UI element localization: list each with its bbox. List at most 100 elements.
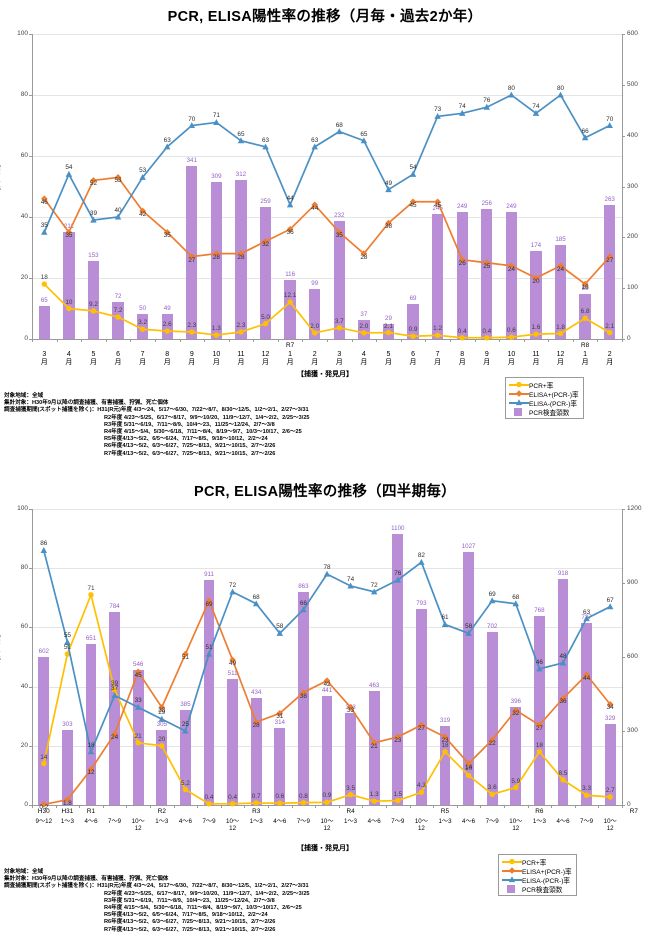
footnote-line: R4年度 4/15～5/4、5/30～6/18、7/11～8/4、8/19～9/… (104, 905, 302, 911)
legend-item[interactable]: ELISA-(PCR-)率 (502, 875, 572, 885)
x-era-label: R7 (286, 342, 295, 349)
y-tickmark-right (622, 509, 625, 510)
y-tickmark-left (29, 217, 32, 218)
bar (132, 670, 144, 805)
gridline (32, 278, 622, 279)
x-tick-label: 10 月 (507, 351, 516, 366)
bar-value-label: 396 (510, 698, 521, 706)
bar (87, 261, 100, 339)
gridline (32, 156, 622, 157)
x-tick-label: 10～ 12 (320, 818, 334, 832)
gridline (32, 34, 622, 35)
point-value-label: 63 (311, 136, 319, 144)
x-tickmark (362, 805, 364, 808)
legend-item[interactable]: PCR+率 (502, 857, 572, 867)
point-value-label: 28 (252, 722, 260, 730)
point-value-label: 5.2 (180, 779, 190, 787)
circle-marker-icon (509, 858, 515, 865)
y-tick-left: 0 (24, 801, 28, 808)
legend-marker (509, 407, 529, 416)
bar-value-label: 918 (557, 569, 569, 577)
point-value-label: 10 (65, 298, 73, 306)
legend-item-label: PCR検査頭数 (529, 409, 570, 417)
bar (604, 723, 616, 805)
bar (530, 250, 542, 339)
x-tick-label: 1～3 (249, 818, 263, 825)
point-value-label: 38 (384, 223, 392, 231)
point-value-label: 58 (465, 623, 473, 631)
bar-value-label: 256 (481, 199, 492, 207)
point-value-label: 46 (535, 658, 543, 666)
legend-item[interactable]: PCR+率 (509, 380, 579, 390)
line-series-layer (40, 547, 614, 808)
x-era-label: R7 (629, 808, 638, 815)
x-tick-label: 10～ 12 (414, 818, 428, 832)
legend-item-label: PCR+率 (522, 859, 547, 867)
chart2-legend: PCR+率 ELISA+(PCR-)率 ELISA-(PCR-)率 PCR検査頭数 (498, 854, 577, 896)
bar (481, 208, 493, 339)
legend-item[interactable]: PCR検査頭数 (509, 407, 579, 417)
point-value-label: 26 (458, 259, 466, 267)
point-value-label: 31 (276, 713, 284, 721)
y-tick-left: 40 (20, 682, 28, 690)
x-tick-label: 10～ 12 (226, 818, 240, 832)
gridline (32, 627, 622, 629)
point-value-label: 12.1 (283, 292, 297, 300)
x-axis-title: 【捕獲・発見月】 (297, 371, 353, 378)
point-value-label: 4.3 (416, 782, 426, 790)
legend-item[interactable]: ELISA+(PCR-)率 (509, 389, 579, 399)
bar (136, 313, 149, 339)
bar-value-label: 211 (63, 222, 74, 230)
point-value-label: 36 (286, 229, 294, 237)
chart2-title: PCR, ELISA陽性率の推移（四半期毎） (194, 484, 456, 500)
bar (274, 727, 286, 805)
x-tickmark (253, 339, 255, 342)
x-tickmark (548, 339, 550, 342)
footnote-line: R3年度 5/31～6/19、7/11～8/9、10/4～23、11/25～12… (104, 897, 275, 904)
x-axis-title: 【捕獲・発見月】 (297, 845, 353, 852)
bar-value-label: 303 (62, 721, 73, 729)
monthly-chart-block: PCR, ELISA陽性率の推移（月毎・過去2か年） 0 20 40 60 80 100 0… (0, 0, 650, 475)
legend-item[interactable]: PCR検査頭数 (502, 884, 572, 894)
bar (456, 212, 468, 339)
y-tickmark-left (29, 34, 32, 35)
point-value-label: 63 (261, 136, 270, 144)
bar (510, 707, 522, 805)
point-value-label: 2.7 (605, 787, 615, 794)
x-tickmark (204, 339, 206, 342)
x-tick-label: 1～3 (344, 818, 358, 825)
point-value-label: 2.3 (236, 321, 246, 329)
x-tick-label: 11 月 (532, 351, 540, 366)
bar-value-label: 602 (38, 647, 49, 655)
line-series-layer (40, 91, 614, 341)
chart1-title: PCR, ELISA陽性率の推移（月毎・過去2か年） (167, 9, 483, 25)
point-value-label: 22 (488, 739, 496, 747)
legend-item[interactable]: ELISA-(PCR-)率 (509, 398, 579, 408)
point-value-label: 2.0 (310, 322, 320, 330)
gridline (32, 509, 622, 510)
x-tick-label: 10～ 12 (509, 818, 523, 832)
x-era-label: R6 (535, 808, 544, 815)
point-value-label: 20 (532, 278, 540, 285)
point-value-label: 0.9 (408, 326, 418, 334)
x-tickmark (527, 805, 529, 808)
legend-item[interactable]: ELISA+(PCR-)率 (502, 866, 572, 876)
point-value-label: 68 (335, 121, 343, 129)
x-tickmark (302, 339, 304, 342)
point-value-label: 0.4 (457, 327, 467, 335)
point-value-label: 76 (483, 97, 491, 105)
point-value-label: 37 (111, 685, 119, 693)
bar-value-label: 249 (457, 203, 468, 211)
point-value-label: 76 (394, 570, 402, 578)
series-line (43, 176, 611, 286)
point-value-label: 0.8 (298, 792, 308, 800)
bar-value-label: 1027 (461, 542, 476, 550)
x-tickmark (456, 805, 458, 808)
point-value-label: 72 (229, 581, 237, 589)
point-value-label: 35 (65, 232, 73, 240)
bar-value-label: 305 (156, 720, 167, 728)
x-tickmark (291, 805, 293, 808)
